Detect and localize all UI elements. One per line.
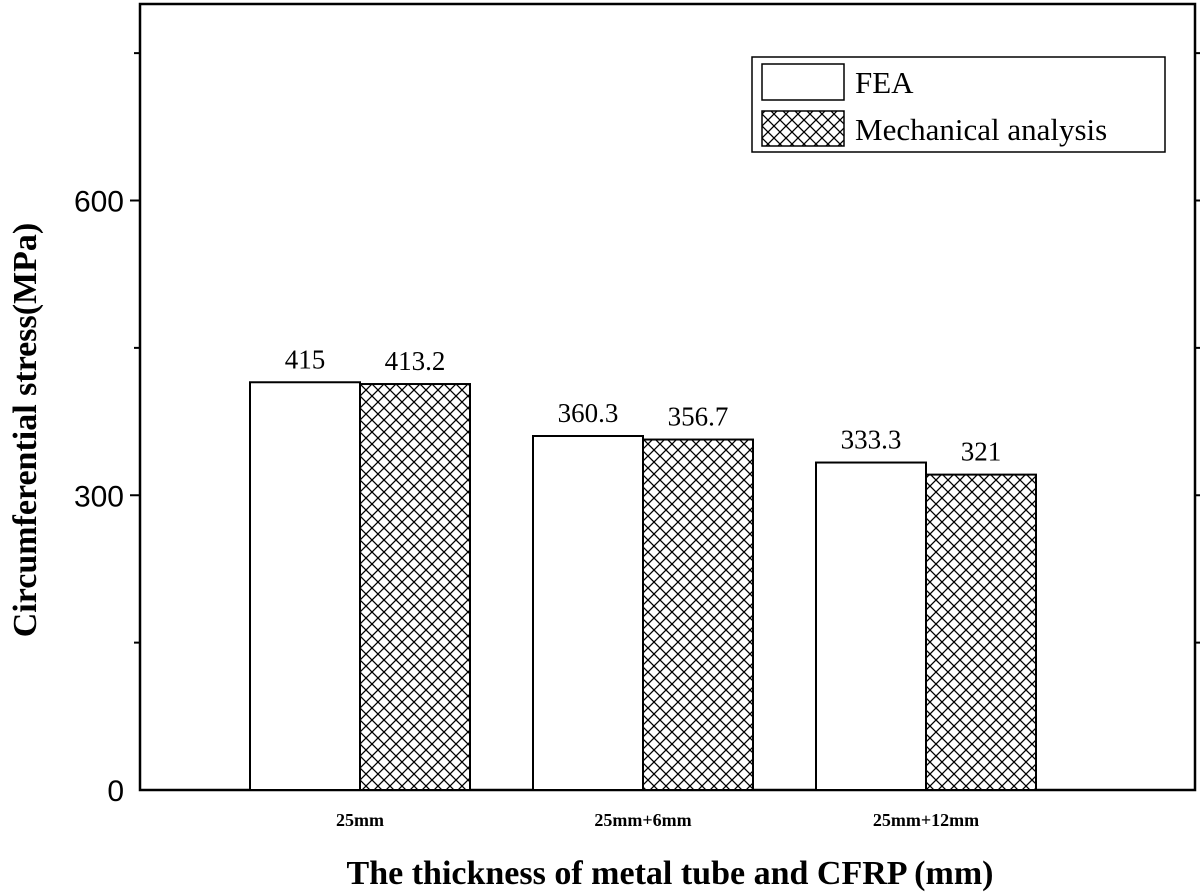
y-tick-label-300: 300 xyxy=(74,480,124,513)
x-tick-label-25mm-6mm: 25mm+6mm xyxy=(594,810,691,830)
y-tick-label-0: 0 xyxy=(107,775,124,808)
data-label-mechanical-analysis-25mm-12mm: 321 xyxy=(961,437,1002,467)
bar-fea-25mm xyxy=(249,381,361,791)
data-label-fea-25mm-12mm: 333.3 xyxy=(841,425,902,455)
y-axis: 0 300 600 xyxy=(74,52,1200,808)
data-label-fea-25mm: 415 xyxy=(285,344,326,374)
data-label-fea-25mm-6mm: 360.3 xyxy=(558,398,619,428)
bar-mechanical-analysis-25mm-6mm xyxy=(642,438,754,791)
data-labels: 415 413.2 360.3 356.7 333.3 321 xyxy=(285,344,1002,466)
legend: FEA Mechanical analysis xyxy=(751,56,1166,153)
data-label-mechanical-analysis-25mm: 413.2 xyxy=(385,346,446,376)
data-label-mechanical-analysis-25mm-6mm: 356.7 xyxy=(668,402,729,432)
legend-swatch-mechanical-analysis xyxy=(761,110,845,147)
x-axis-title: The thickness of metal tube and CFRP (mm… xyxy=(347,855,994,892)
bar-mechanical-analysis-25mm-12mm xyxy=(925,473,1037,791)
legend-label-mechanical-analysis: Mechanical analysis xyxy=(855,112,1107,147)
y-tick-label-600: 600 xyxy=(74,186,124,219)
x-axis: 25mm 25mm+6mm 25mm+12mm xyxy=(336,810,979,830)
y-axis-title: Circumferential stress(MPa) xyxy=(7,223,44,638)
legend-label-fea: FEA xyxy=(855,65,914,100)
legend-swatch-fea xyxy=(761,63,845,101)
x-tick-label-25mm-12mm: 25mm+12mm xyxy=(873,810,979,830)
bars xyxy=(249,381,1037,791)
bar-fea-25mm-6mm xyxy=(532,435,644,791)
bar-mechanical-analysis-25mm xyxy=(359,383,471,791)
x-tick-label-25mm: 25mm xyxy=(336,810,384,830)
bar-fea-25mm-12mm xyxy=(815,461,927,791)
